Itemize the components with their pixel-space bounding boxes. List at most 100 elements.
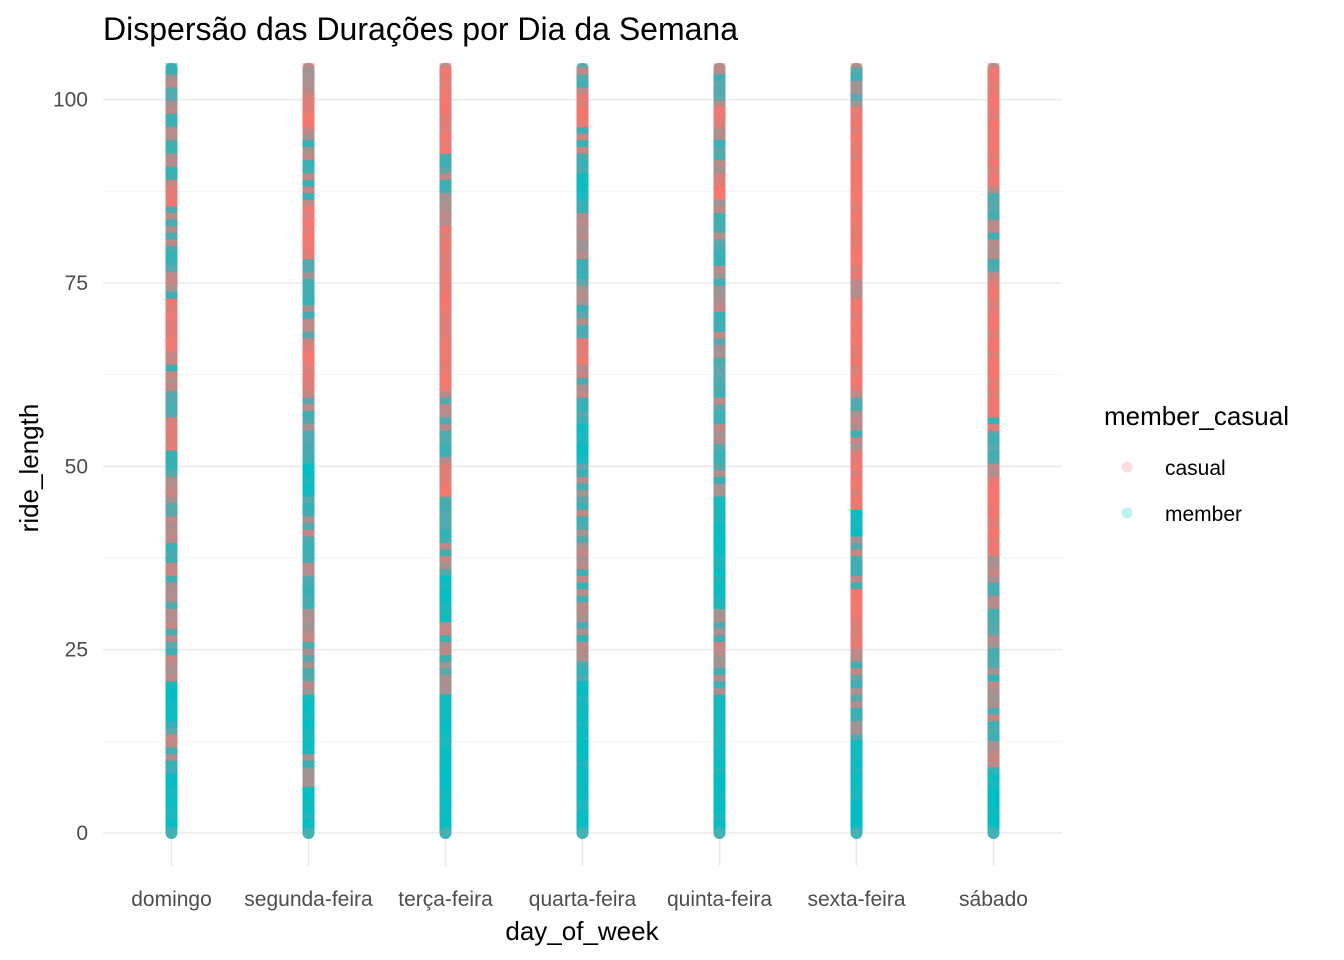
point-band (165, 793, 178, 801)
point-band (713, 423, 726, 431)
point-band (850, 536, 863, 543)
point-band (713, 602, 726, 609)
point-band (302, 311, 315, 319)
point-band (987, 331, 1000, 339)
point-band (850, 476, 863, 484)
point-band (302, 727, 315, 735)
point-band (165, 357, 178, 365)
point-band (302, 74, 315, 81)
point-band (713, 120, 726, 128)
point-band (165, 93, 178, 101)
point-band (302, 806, 315, 814)
point-band (302, 87, 315, 95)
point-band (987, 93, 1000, 101)
point-band (850, 225, 863, 233)
point-band (713, 93, 726, 101)
point-band (850, 239, 863, 246)
point-band (713, 780, 726, 788)
point-band (713, 549, 726, 557)
point-band (439, 199, 452, 207)
point-band (302, 549, 315, 557)
point-band (987, 727, 1000, 735)
point-band (576, 701, 589, 708)
point-band (165, 800, 178, 807)
point-band (439, 153, 452, 161)
point-band (165, 681, 178, 689)
point-band (987, 298, 1000, 306)
point-band (576, 489, 589, 497)
point-band (987, 668, 1000, 675)
point-band (302, 714, 315, 722)
point-band (987, 536, 1000, 543)
legend-casual-swatch (1121, 461, 1133, 473)
point-band (576, 384, 589, 392)
point-band (439, 443, 452, 451)
point-band (439, 430, 452, 438)
point-band (576, 529, 589, 537)
point-band (439, 780, 452, 788)
point-band (576, 767, 589, 774)
point-band (576, 747, 589, 755)
point-band (850, 318, 863, 326)
point-band (439, 258, 452, 266)
point-band (987, 324, 1000, 332)
point-band (576, 621, 589, 629)
point-band (576, 661, 589, 669)
point-band (850, 760, 863, 768)
point-band (576, 806, 589, 814)
point-band (302, 404, 315, 411)
point-band (713, 384, 726, 392)
point-band (850, 767, 863, 774)
point-band (302, 397, 315, 405)
point-band (850, 133, 863, 141)
point-band (576, 159, 589, 167)
point-band (576, 225, 589, 233)
point-band (576, 113, 589, 121)
point-band (165, 384, 178, 392)
point-band (850, 588, 863, 596)
point-band (987, 410, 1000, 418)
point-band (302, 760, 315, 768)
point-band (713, 687, 726, 695)
point-band (987, 311, 1000, 319)
point-band (713, 74, 726, 81)
point-band (576, 582, 589, 590)
point-band (850, 357, 863, 365)
point-band (302, 80, 315, 88)
point-band (850, 166, 863, 174)
point-band (439, 305, 452, 312)
point-band (576, 364, 589, 372)
point-band (713, 186, 726, 194)
point-band (850, 628, 863, 636)
point-band (302, 126, 315, 134)
point-band (850, 305, 863, 312)
point-band (165, 404, 178, 411)
point-band (576, 133, 589, 141)
point-band (987, 720, 1000, 728)
point-band (439, 496, 452, 504)
point-band (302, 291, 315, 299)
point-band (302, 529, 315, 537)
point-band (439, 239, 452, 246)
point-band (850, 714, 863, 722)
point-band (987, 694, 1000, 702)
point-band (576, 813, 589, 821)
day-strip-5 (850, 63, 863, 839)
point-band (439, 707, 452, 715)
point-band (302, 569, 315, 576)
point-band (850, 800, 863, 807)
point-band (302, 489, 315, 497)
point-band (302, 430, 315, 438)
point-band (713, 542, 726, 550)
point-band (302, 800, 315, 807)
point-band (987, 714, 1000, 722)
point-band (439, 318, 452, 326)
point-band (713, 516, 726, 524)
point-band (713, 199, 726, 207)
point-band (713, 278, 726, 286)
point-band (987, 654, 1000, 662)
point-band (713, 674, 726, 682)
point-band (439, 701, 452, 708)
point-band (165, 503, 178, 510)
point-band (302, 483, 315, 491)
